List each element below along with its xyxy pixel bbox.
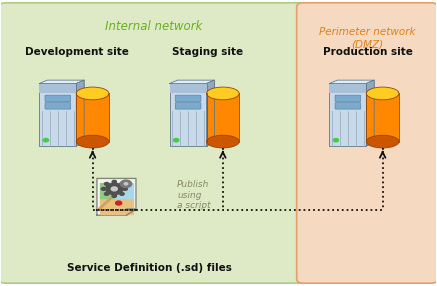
Bar [329,84,366,146]
FancyBboxPatch shape [175,103,201,109]
Circle shape [124,183,128,185]
Text: Publish
using
a script: Publish using a script [177,180,211,210]
Polygon shape [329,80,374,84]
Circle shape [120,182,124,185]
Polygon shape [115,184,133,198]
Bar [366,94,399,142]
Polygon shape [97,178,136,215]
Bar [170,84,207,93]
Bar [329,84,366,93]
Text: Internal network: Internal network [105,20,202,33]
FancyBboxPatch shape [335,103,361,109]
FancyBboxPatch shape [0,3,305,283]
FancyBboxPatch shape [45,103,71,109]
Polygon shape [170,80,215,84]
Ellipse shape [76,135,109,148]
Text: Production site: Production site [323,47,413,57]
Circle shape [104,192,109,195]
Circle shape [123,187,127,190]
Circle shape [173,138,179,142]
Bar [76,94,109,142]
FancyBboxPatch shape [297,3,437,283]
Polygon shape [126,209,136,215]
Circle shape [116,201,121,205]
Circle shape [112,194,116,197]
Circle shape [120,192,124,195]
Circle shape [120,180,132,187]
Ellipse shape [207,135,239,148]
Ellipse shape [207,87,239,100]
Polygon shape [100,198,133,214]
Circle shape [101,187,106,190]
Circle shape [112,180,116,183]
Circle shape [104,182,109,185]
Bar [39,84,76,93]
Polygon shape [207,80,215,146]
Text: Staging site: Staging site [172,47,243,57]
Circle shape [106,183,123,194]
Polygon shape [39,80,84,84]
Polygon shape [76,80,84,146]
Circle shape [111,187,117,191]
Circle shape [43,138,49,142]
Polygon shape [366,80,374,146]
Ellipse shape [76,87,109,100]
Bar [39,84,76,146]
Ellipse shape [366,135,399,148]
Text: Service Definition (.sd) files: Service Definition (.sd) files [66,263,232,273]
Text: Development site: Development site [25,47,129,57]
Bar [207,94,239,142]
FancyBboxPatch shape [175,95,201,102]
Ellipse shape [366,87,399,100]
Circle shape [333,138,339,142]
FancyBboxPatch shape [45,95,71,102]
Bar [170,84,207,146]
Text: Perimeter network
(DMZ): Perimeter network (DMZ) [319,27,416,49]
Polygon shape [100,184,115,198]
FancyBboxPatch shape [335,95,361,102]
